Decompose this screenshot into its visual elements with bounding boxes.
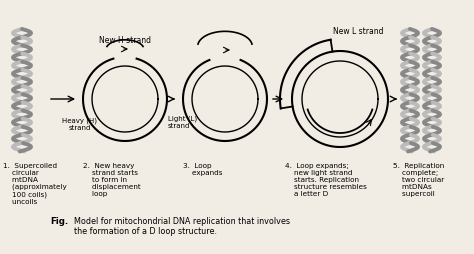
Text: Model for mitochondrial DNA replication that involves
the formation of a D loop : Model for mitochondrial DNA replication … bbox=[74, 216, 290, 235]
Text: Fig.: Fig. bbox=[50, 216, 68, 225]
Text: 4.  Loop expands;
    new light strand
    starts. Replication
    structure res: 4. Loop expands; new light strand starts… bbox=[285, 162, 367, 196]
Text: New H strand: New H strand bbox=[99, 36, 151, 45]
Text: 5.  Replication
    complete;
    two circular
    mtDNAs
    supercoil: 5. Replication complete; two circular mt… bbox=[393, 162, 444, 196]
Text: 3.  Loop
    expands: 3. Loop expands bbox=[183, 162, 222, 175]
Text: Heavy (H)
strand: Heavy (H) strand bbox=[63, 118, 98, 131]
Text: New L strand: New L strand bbox=[333, 27, 383, 36]
Text: 1.  Supercoiled
    circular
    mtDNA
    (approximately
    100 coils)
    unc: 1. Supercoiled circular mtDNA (approxima… bbox=[3, 162, 67, 204]
Text: 2.  New heavy
    strand starts
    to form in
    displacement
    loop: 2. New heavy strand starts to form in di… bbox=[83, 162, 141, 196]
Text: Light (L)
strand: Light (L) strand bbox=[168, 116, 197, 129]
